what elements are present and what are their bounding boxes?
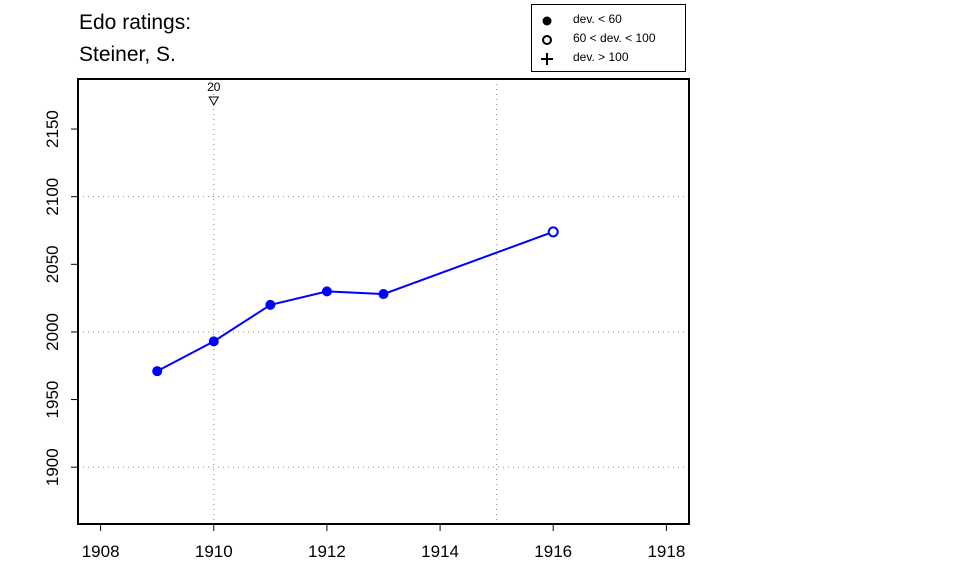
y-tick-label: 1950 xyxy=(43,381,62,419)
x-tick-label: 1918 xyxy=(647,542,685,561)
filled-circle-icon xyxy=(542,16,552,26)
x-tick-label: 1916 xyxy=(534,542,572,561)
plot-frame xyxy=(77,78,690,525)
down-triangle-marker xyxy=(208,96,220,107)
data-point-open xyxy=(547,226,559,238)
legend-item-mid-deviation: 60 < dev. < 100 xyxy=(532,30,685,48)
x-tick-label: 1910 xyxy=(195,542,233,561)
y-tick-label: 2050 xyxy=(43,245,62,283)
x-tick-label: 1908 xyxy=(82,542,120,561)
data-point xyxy=(265,299,276,310)
plus-icon xyxy=(541,53,553,65)
legend-label: dev. > 100 xyxy=(573,50,629,64)
x-tick-label: 1914 xyxy=(421,542,459,561)
data-point xyxy=(152,366,163,377)
open-circle-icon xyxy=(542,35,552,45)
legend-item-low-deviation: dev. < 60 xyxy=(532,11,685,29)
y-tick-label: 2100 xyxy=(43,178,62,216)
legend-label: 60 < dev. < 100 xyxy=(573,31,656,45)
legend: dev. < 60 60 < dev. < 100 dev. > 100 xyxy=(531,4,686,72)
legend-item-high-deviation: dev. > 100 xyxy=(532,49,685,67)
series-line xyxy=(156,230,554,373)
y-tick-label: 2000 xyxy=(43,313,62,351)
legend-label: dev. < 60 xyxy=(573,12,622,26)
data-point xyxy=(321,286,332,297)
data-point xyxy=(378,289,389,300)
chart-title-line-1: Edo ratings: xyxy=(79,11,192,34)
x-tick-label: 1912 xyxy=(308,542,346,561)
data-point xyxy=(208,336,219,347)
y-tick-label: 2150 xyxy=(43,110,62,148)
chart-title-line-2: Steiner, S. xyxy=(79,43,176,66)
annotation-label: 20 xyxy=(207,80,221,94)
y-tick-label: 1900 xyxy=(43,448,62,486)
